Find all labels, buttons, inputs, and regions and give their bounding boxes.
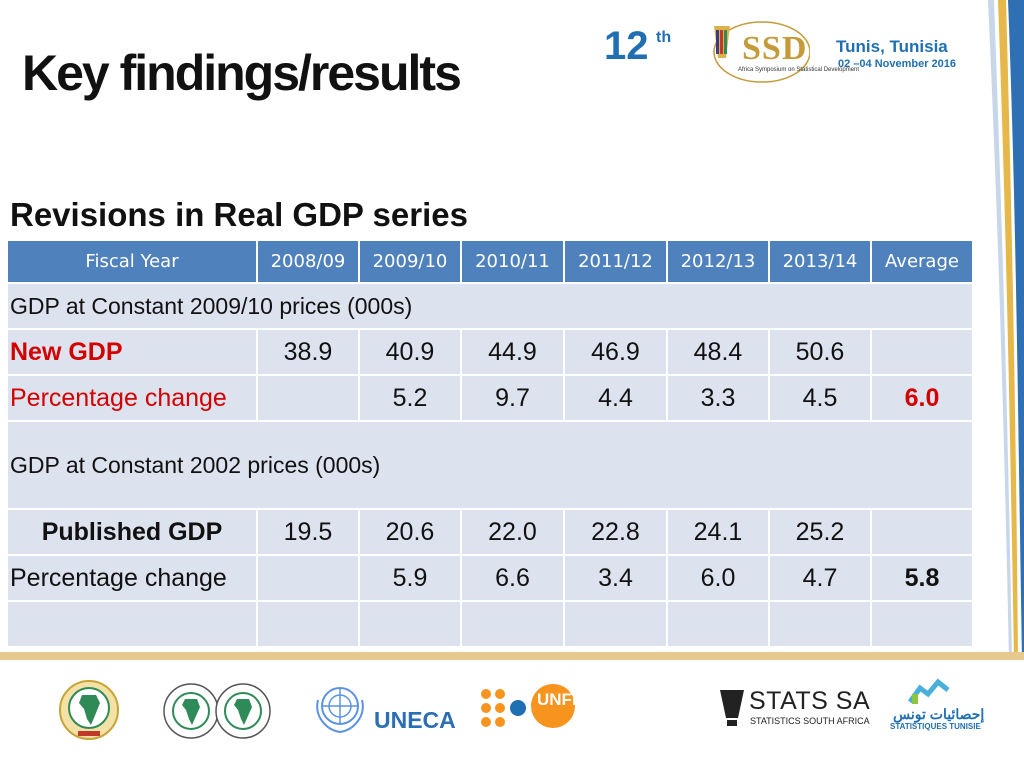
table-cell: 6.0: [666, 554, 770, 602]
table-cell: 50.6: [768, 328, 872, 376]
table-cell: 5.2: [358, 374, 462, 422]
table-cell: [870, 328, 974, 376]
column-header: Average: [870, 239, 974, 284]
empty-cell: [666, 600, 770, 648]
section-row: GDP at Constant 2009/10 prices (000s): [6, 282, 974, 330]
table-row: Percentage change 5.2 9.7 4.4 3.3 4.5 6.…: [6, 374, 974, 422]
table-cell: [256, 374, 360, 422]
stats-sa-label: STATS SA: [749, 687, 871, 715]
table-cell: 3.4: [563, 554, 668, 602]
table-cell: 9.7: [460, 374, 565, 422]
edition-number: 12: [604, 24, 649, 68]
column-header: 2013/14: [768, 239, 872, 284]
unfpa-logo: [531, 684, 575, 728]
table-row: Published GDP 19.5 20.6 22.0 22.8 24.1 2…: [6, 508, 974, 556]
empty-cell: [460, 600, 565, 648]
row-label: Published GDP: [6, 508, 258, 556]
gdp-revisions-table: Fiscal Year 2008/09 2009/10 2010/11 2011…: [6, 239, 974, 648]
statistiques-tunisie-arabic: إحصائيات تونس: [893, 706, 985, 722]
column-header: 2008/09: [256, 239, 360, 284]
average-cell: 5.8: [870, 554, 974, 602]
column-header: Fiscal Year: [6, 239, 258, 284]
average-cell: 6.0: [870, 374, 974, 422]
table-row: Percentage change 5.9 6.6 3.4 6.0 4.7 5.…: [6, 554, 974, 602]
table-cell: 19.5: [256, 508, 360, 556]
empty-cell: [256, 600, 360, 648]
page-title: Key findings/results: [22, 45, 462, 101]
section-label: GDP at Constant 2002 prices (000s): [6, 420, 974, 510]
row-label: New GDP: [6, 328, 258, 376]
table-cell: 4.5: [768, 374, 872, 422]
column-header: 2012/13: [666, 239, 770, 284]
row-label: Percentage change: [6, 554, 258, 602]
empty-cell: [768, 600, 872, 648]
empty-cell: [358, 600, 462, 648]
afdb-logo: [163, 683, 219, 739]
table-cell: 4.4: [563, 374, 668, 422]
right-decorative-swoosh: [988, 0, 1024, 660]
united-nations-emblem: [316, 687, 364, 734]
table-subtitle: Revisions in Real GDP series: [10, 196, 468, 233]
unfpa-label: UNFPA: [537, 690, 595, 709]
empty-cell: [563, 600, 668, 648]
venue: Tunis, Tunisia: [836, 37, 948, 56]
table-cell: 40.9: [358, 328, 462, 376]
table-cell: [256, 554, 360, 602]
stats-sa-subtitle: STATISTICS SOUTH AFRICA: [750, 716, 870, 726]
table-cell: 38.9: [256, 328, 360, 376]
issd-name: SSD: [742, 30, 808, 67]
venue-dates: 02 –04 November 2016: [838, 58, 957, 70]
column-header: 2009/10: [358, 239, 462, 284]
column-header: 2011/12: [563, 239, 668, 284]
table-cell: 5.9: [358, 554, 462, 602]
row-label: Percentage change: [6, 374, 258, 422]
issd-logo: [713, 21, 810, 83]
table-cell: 22.8: [563, 508, 668, 556]
table-cell: 6.6: [460, 554, 565, 602]
table-cell: 48.4: [666, 328, 770, 376]
issd-subtitle: Africa Symposium on Statistical Developm…: [738, 67, 860, 73]
table-cell: 4.7: [768, 554, 872, 602]
empty-row: [6, 600, 974, 648]
table-cell: 3.3: [666, 374, 770, 422]
table-header-row: Fiscal Year 2008/09 2009/10 2010/11 2011…: [6, 239, 974, 284]
table-cell: 46.9: [563, 328, 668, 376]
african-union-logo: [59, 680, 119, 740]
empty-cell: [870, 600, 974, 648]
statistiques-tunisie-label: STATISTIQUES TUNISIE: [890, 722, 981, 731]
undp-dots-logo: [481, 689, 526, 727]
table-cell: 24.1: [666, 508, 770, 556]
afdb-fund-logo: [215, 683, 271, 739]
footer-divider: [0, 652, 1024, 660]
section-label: GDP at Constant 2009/10 prices (000s): [6, 282, 974, 330]
table-row: New GDP 38.9 40.9 44.9 46.9 48.4 50.6: [6, 328, 974, 376]
table-cell: 25.2: [768, 508, 872, 556]
stats-sa-logo-mark: [720, 690, 744, 726]
column-header: 2010/11: [460, 239, 565, 284]
table-cell: 22.0: [460, 508, 565, 556]
edition-suffix: th: [656, 29, 672, 46]
empty-cell: [6, 600, 258, 648]
section-row: GDP at Constant 2002 prices (000s): [6, 420, 974, 510]
table-cell: 44.9: [460, 328, 565, 376]
uneca-label: UNECA: [374, 707, 456, 733]
table-cell: 20.6: [358, 508, 462, 556]
table-cell: [870, 508, 974, 556]
statistiques-tunisie-logo-mark: [907, 678, 950, 704]
